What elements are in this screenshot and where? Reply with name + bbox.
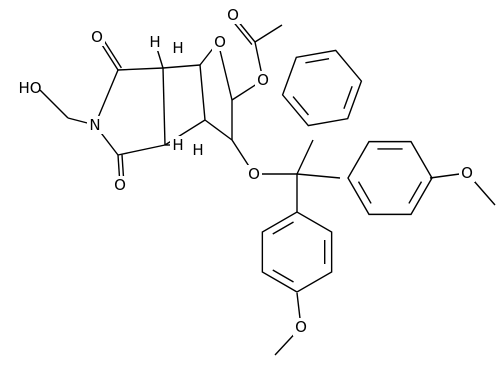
aromatic-ring bbox=[261, 211, 333, 293]
atom-label: O bbox=[214, 33, 226, 51]
atom-label: O bbox=[248, 165, 260, 183]
bond bbox=[296, 173, 341, 179]
atom-label: H bbox=[149, 33, 160, 51]
label-background bbox=[112, 176, 128, 194]
bond bbox=[117, 144, 166, 156]
atom-label: O bbox=[227, 6, 239, 24]
label-background bbox=[255, 71, 271, 89]
bond bbox=[343, 85, 353, 110]
bond bbox=[162, 64, 201, 69]
bond bbox=[117, 67, 164, 71]
label-background bbox=[87, 116, 103, 134]
label-background bbox=[147, 33, 163, 51]
atom-label: H bbox=[192, 141, 203, 159]
label-background bbox=[89, 28, 105, 46]
label-background bbox=[190, 141, 206, 159]
bond bbox=[408, 181, 423, 204]
bond bbox=[272, 221, 294, 235]
label-background bbox=[170, 136, 186, 154]
bond bbox=[305, 57, 330, 64]
bond bbox=[39, 89, 69, 119]
atom-label: O bbox=[114, 176, 126, 194]
label-background bbox=[212, 33, 228, 51]
bond bbox=[217, 41, 233, 101]
atom-label: HO bbox=[18, 79, 41, 97]
bond bbox=[357, 181, 372, 204]
atom-label: H bbox=[172, 136, 183, 154]
atom-label: O bbox=[257, 71, 269, 89]
bond bbox=[254, 24, 283, 43]
atom-label: H bbox=[172, 39, 183, 57]
bond bbox=[292, 96, 309, 116]
bonds bbox=[39, 14, 496, 356]
label-background bbox=[246, 165, 262, 183]
atom-label: O bbox=[91, 28, 103, 46]
bond bbox=[204, 119, 233, 141]
label-background bbox=[293, 318, 309, 336]
bond bbox=[94, 69, 119, 126]
bond bbox=[296, 139, 314, 175]
atom-label: O bbox=[295, 318, 307, 336]
bond bbox=[199, 64, 206, 121]
atom-label: O bbox=[461, 164, 473, 182]
aromatic-ring bbox=[347, 140, 433, 216]
label-background bbox=[22, 79, 38, 97]
label-background bbox=[170, 39, 186, 57]
aromatic-ring bbox=[281, 49, 363, 127]
bond bbox=[162, 67, 166, 146]
label-background bbox=[225, 6, 241, 24]
atom-label: N bbox=[89, 116, 100, 134]
bond bbox=[272, 269, 294, 283]
label-background bbox=[459, 164, 475, 182]
